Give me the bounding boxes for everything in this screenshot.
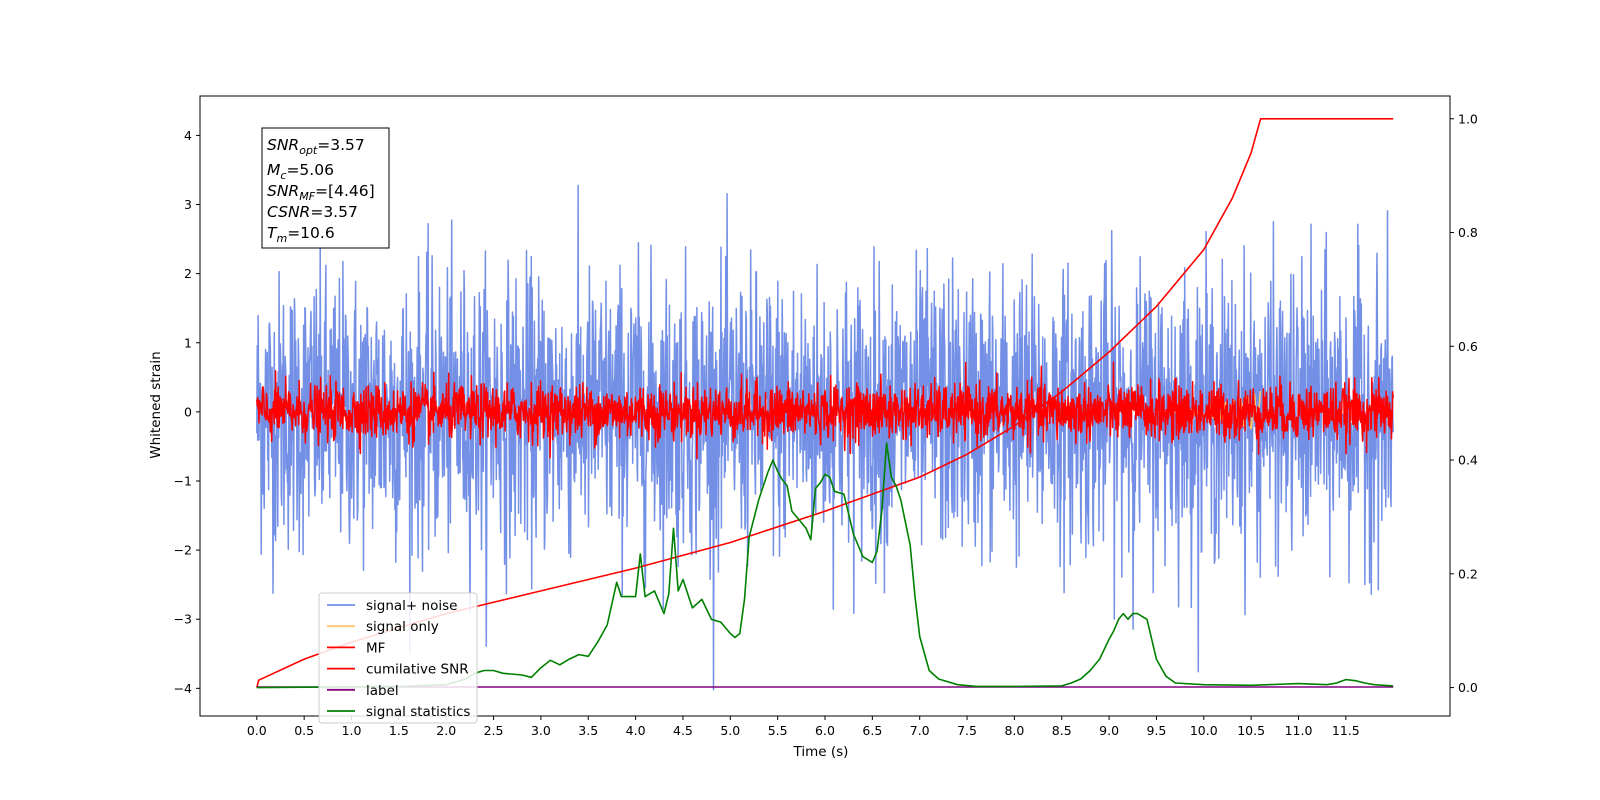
x-axis: 0.0 0.5 1.0 1.5 2.0 2.5 3.0 3.5 4.0 4.5 5.0 5.5 6.0 6… — [247, 716, 1360, 738]
y2-tick-label: 0.6 — [1458, 339, 1478, 354]
y-tick-label: 0 — [184, 404, 192, 419]
y-tick-label: 2 — [184, 266, 192, 281]
x-tick-label: 7.0 — [910, 723, 930, 738]
x-tick-label: 11.5 — [1332, 723, 1360, 738]
x-tick-label: 11.0 — [1285, 723, 1313, 738]
info-csnr: CSNR=3.57 — [267, 203, 358, 221]
x-axis-label: Time (s) — [793, 744, 849, 760]
y2-tick-label: 0.2 — [1458, 566, 1478, 581]
legend-label: signal statistics — [366, 704, 470, 720]
x-tick-label: 2.5 — [484, 723, 504, 738]
info-box-frame — [261, 127, 390, 249]
info-tm: Tm=10.6 — [267, 224, 335, 245]
x-tick-label: 8.5 — [1052, 723, 1072, 738]
info-snr-mf: SNRMF=[4.46] — [267, 182, 375, 203]
y-tick-label: −4 — [174, 681, 192, 696]
legend-label: cumilative SNR — [366, 662, 469, 678]
y-tick-label: −1 — [174, 473, 192, 488]
x-tick-label: 6.0 — [815, 723, 835, 738]
y-tick-label: 4 — [184, 128, 192, 143]
y-axis-left: 4 3 2 1 0 −1 −2 −3 −4 — [174, 128, 200, 696]
x-tick-label: 1.0 — [342, 723, 362, 738]
series-line-3 — [256, 361, 1394, 460]
x-tick-label: 2.0 — [436, 723, 456, 738]
x-tick-label: 0.5 — [294, 723, 314, 738]
y-tick-label: −3 — [174, 612, 192, 627]
info-box: SNRopt=3.57 Mc=5.06 SNRMF=[4.46] CSNR=3.… — [261, 127, 390, 249]
y2-tick-label: 0.8 — [1458, 225, 1478, 240]
y-tick-label: 3 — [184, 197, 192, 212]
x-tick-label: 0.0 — [247, 723, 267, 738]
x-tick-label: 4.5 — [673, 723, 693, 738]
y-axis-right: 1.0 0.8 0.6 0.4 0.2 0.0 — [1450, 111, 1478, 695]
y-tick-label: 1 — [184, 335, 192, 350]
legend-frame — [318, 592, 478, 724]
x-tick-label: 3.0 — [531, 723, 551, 738]
x-tick-label: 10.5 — [1237, 723, 1265, 738]
y2-tick-label: 0.0 — [1458, 680, 1478, 695]
y-tick-label: −2 — [174, 543, 192, 558]
x-tick-label: 9.5 — [1146, 723, 1166, 738]
legend-label: signal only — [366, 619, 439, 635]
legend-entries: signal+ noise signal only MF cumilative SNR… — [327, 598, 470, 720]
x-tick-label: 8.0 — [1004, 723, 1024, 738]
x-tick-label: 6.5 — [862, 723, 882, 738]
y2-tick-label: 1.0 — [1458, 111, 1478, 126]
legend-label: MF — [366, 640, 385, 656]
x-tick-label: 1.5 — [389, 723, 409, 738]
legend-label: signal+ noise — [366, 598, 457, 614]
x-tick-label: 5.5 — [768, 723, 788, 738]
legend-label: label — [366, 683, 399, 699]
x-tick-label: 4.0 — [626, 723, 646, 738]
y2-tick-label: 0.4 — [1458, 453, 1478, 468]
info-snr-opt: SNRopt=3.57 — [267, 136, 365, 157]
series-line-6 — [256, 442, 1394, 689]
x-tick-label: 3.5 — [578, 723, 598, 738]
x-tick-label: 5.0 — [720, 723, 740, 738]
x-tick-label: 10.0 — [1190, 723, 1218, 738]
legend: signal+ noise signal only MF cumilative SNR… — [318, 592, 478, 724]
x-tick-label: 9.0 — [1099, 723, 1119, 738]
y-axis-label: Whitened strain — [148, 351, 164, 458]
x-tick-label: 7.5 — [957, 723, 977, 738]
info-mc: Mc=5.06 — [267, 161, 334, 182]
